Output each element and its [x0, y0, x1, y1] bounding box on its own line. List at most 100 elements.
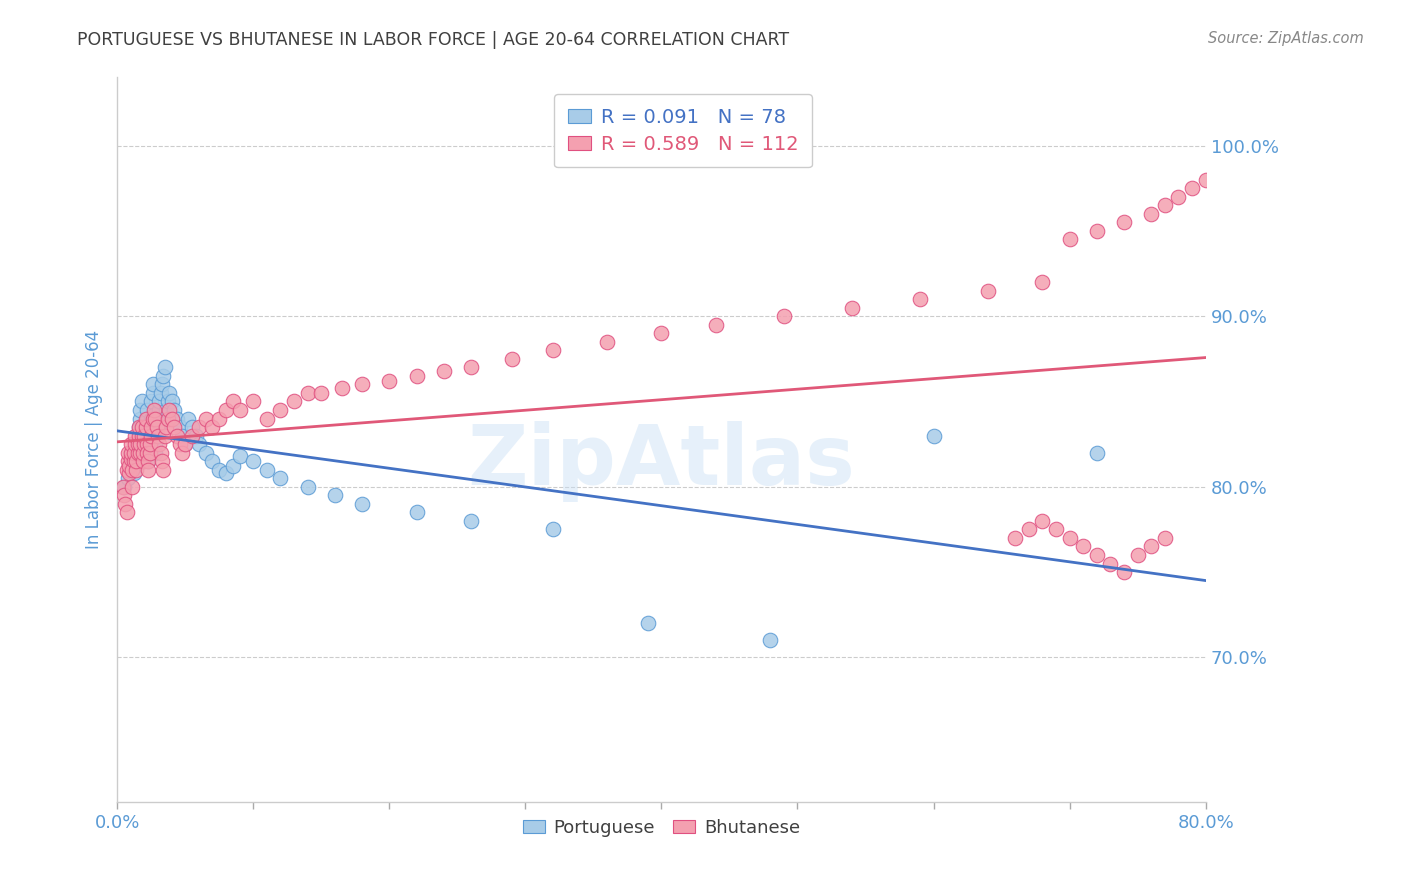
Point: [172, 428, 194, 442]
Point: [150, 377, 173, 392]
Point: [142, 411, 165, 425]
Point: [120, 445, 142, 459]
Point: [1112, 565, 1135, 579]
Point: [201, 454, 224, 468]
Point: [141, 428, 163, 442]
Point: [111, 480, 134, 494]
Point: [136, 437, 159, 451]
Point: [155, 420, 177, 434]
Point: [121, 480, 143, 494]
Point: [134, 437, 156, 451]
Point: [135, 420, 157, 434]
Point: [141, 411, 163, 425]
Point: [124, 437, 146, 451]
Point: [1059, 232, 1081, 246]
Point: [128, 420, 150, 434]
Point: [128, 420, 150, 434]
Point: [132, 445, 155, 459]
Point: [138, 445, 160, 459]
Point: [163, 403, 186, 417]
Point: [160, 394, 183, 409]
Point: [1004, 531, 1026, 545]
Point: [136, 403, 159, 417]
Point: [139, 445, 162, 459]
Point: [166, 411, 188, 425]
Point: [122, 466, 145, 480]
Point: [160, 411, 183, 425]
Point: [131, 394, 153, 409]
Point: [156, 411, 179, 425]
Point: [1140, 207, 1163, 221]
Point: [460, 360, 482, 375]
Point: [145, 428, 167, 442]
Point: [208, 463, 231, 477]
Point: [174, 437, 197, 451]
Point: [155, 403, 177, 417]
Point: [169, 437, 191, 451]
Point: [215, 403, 238, 417]
Point: [269, 403, 291, 417]
Point: [145, 420, 167, 434]
Text: Source: ZipAtlas.com: Source: ZipAtlas.com: [1208, 31, 1364, 46]
Point: [166, 428, 188, 442]
Point: [172, 445, 194, 459]
Point: [142, 377, 165, 392]
Point: [1195, 173, 1218, 187]
Point: [256, 463, 278, 477]
Point: [215, 466, 238, 480]
Point: [169, 420, 191, 434]
Point: [177, 411, 200, 425]
Point: [149, 445, 172, 459]
Point: [132, 437, 155, 451]
Point: [114, 497, 136, 511]
Point: [256, 411, 278, 425]
Point: [146, 411, 169, 425]
Point: [120, 452, 142, 467]
Legend: Portuguese, Bhutanese: Portuguese, Bhutanese: [516, 812, 807, 844]
Point: [704, 318, 727, 332]
Point: [541, 343, 564, 358]
Point: [143, 445, 166, 459]
Point: [153, 428, 176, 442]
Point: [1018, 522, 1040, 536]
Point: [134, 437, 156, 451]
Point: [118, 466, 141, 480]
Point: [117, 454, 139, 468]
Point: [142, 415, 165, 429]
Point: [125, 452, 148, 467]
Point: [323, 488, 346, 502]
Point: [841, 301, 863, 315]
Point: [120, 454, 142, 468]
Point: [181, 428, 204, 442]
Point: [153, 360, 176, 375]
Point: [132, 454, 155, 468]
Point: [1153, 198, 1175, 212]
Point: [143, 437, 166, 451]
Point: [121, 463, 143, 477]
Point: [977, 284, 1000, 298]
Point: [201, 420, 224, 434]
Point: [131, 428, 153, 442]
Point: [117, 471, 139, 485]
Point: [143, 411, 166, 425]
Point: [152, 368, 174, 383]
Point: [120, 437, 142, 451]
Point: [222, 394, 245, 409]
Point: [127, 445, 149, 459]
Text: ZipAtlas: ZipAtlas: [467, 421, 855, 502]
Point: [117, 445, 139, 459]
Y-axis label: In Labor Force | Age 20-64: In Labor Force | Age 20-64: [86, 330, 103, 549]
Point: [120, 463, 142, 477]
Point: [136, 445, 159, 459]
Point: [146, 420, 169, 434]
Point: [501, 351, 523, 366]
Point: [142, 386, 165, 401]
Point: [1153, 531, 1175, 545]
Point: [148, 394, 170, 409]
Point: [1071, 540, 1094, 554]
Point: [174, 437, 197, 451]
Point: [908, 292, 931, 306]
Point: [1140, 540, 1163, 554]
Point: [138, 463, 160, 477]
Point: [405, 505, 427, 519]
